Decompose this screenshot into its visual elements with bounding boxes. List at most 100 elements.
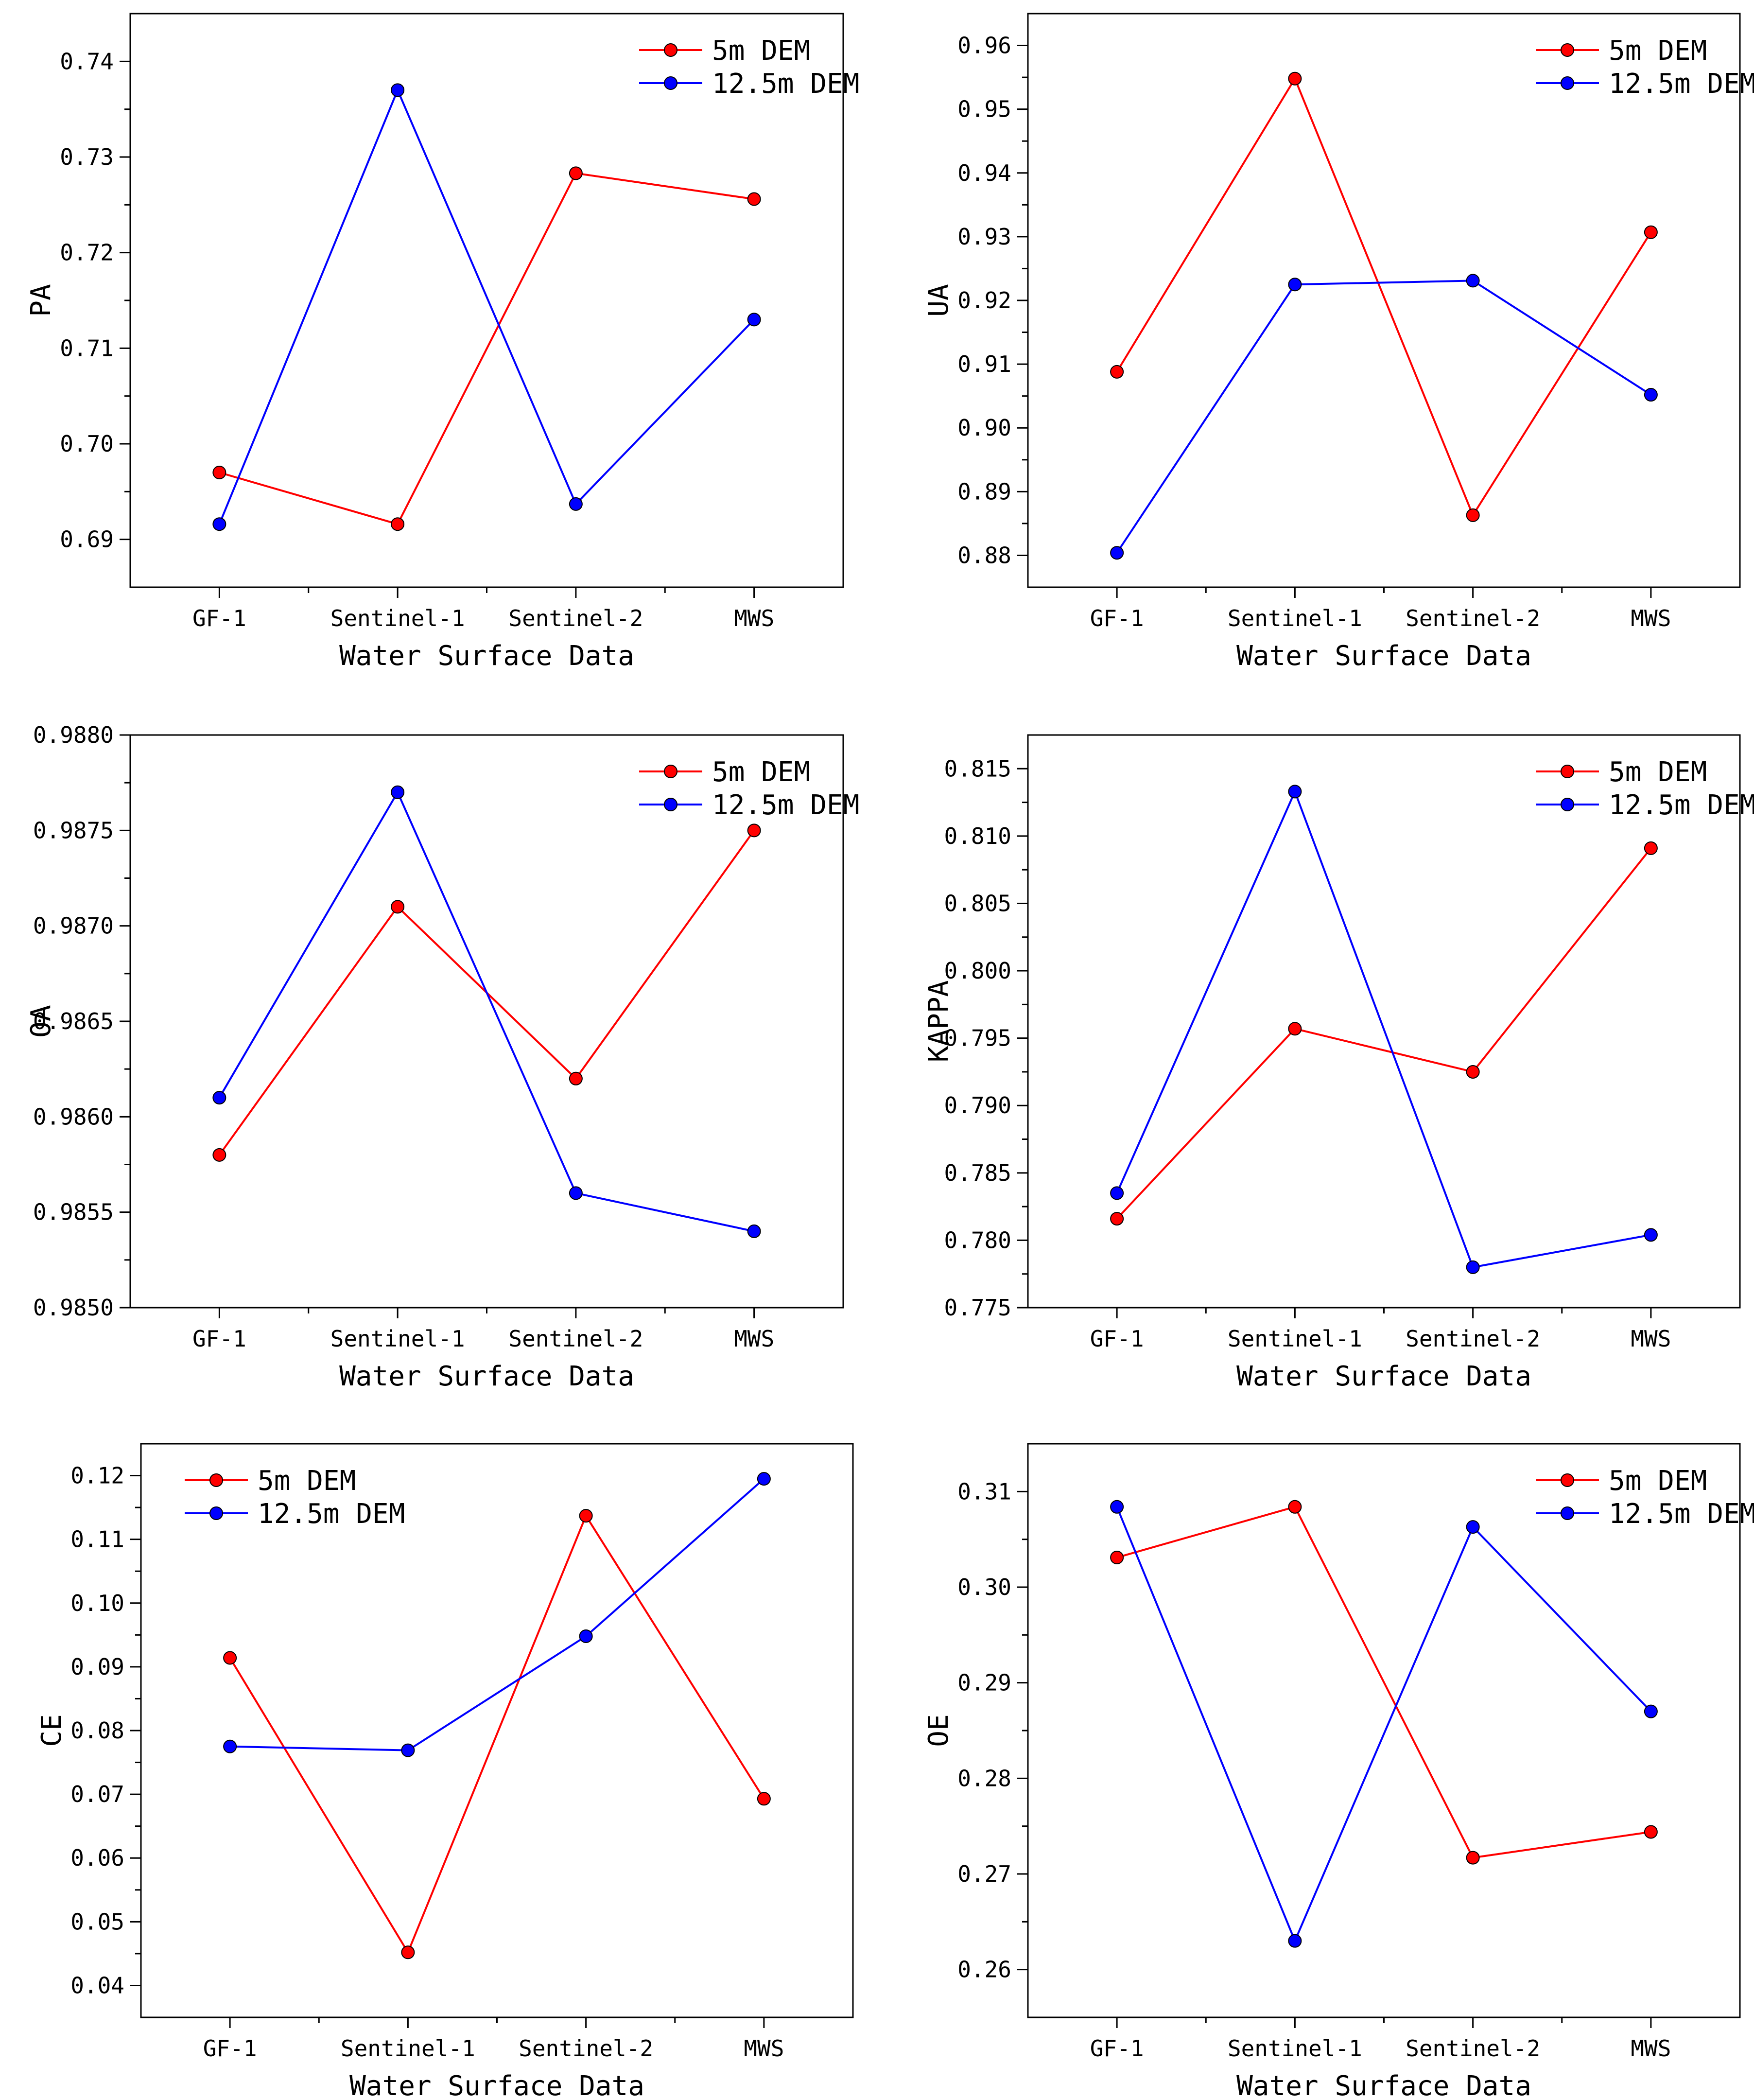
x-axis-title: Water Surface Data	[1236, 640, 1531, 672]
x-tick-label: GF-1	[192, 605, 246, 631]
x-tick-label: Sentinel-2	[1406, 605, 1540, 631]
legend-label: 5m DEM	[1609, 1465, 1707, 1497]
data-point	[1110, 1186, 1124, 1200]
x-tick-label: Sentinel-2	[1406, 2035, 1540, 2062]
x-tick-label: GF-1	[203, 2035, 257, 2062]
x-tick-label: MWS	[734, 605, 774, 631]
legend-marker	[664, 76, 677, 90]
series-line-dem12	[230, 1478, 765, 1751]
data-point	[1288, 785, 1302, 799]
y-axis-title: CE	[36, 1714, 68, 1747]
data-point	[391, 900, 405, 914]
data-point	[579, 1509, 593, 1523]
chart-panel-ua: GF-1 Sentinel-1 Sentinel-2 MWS 0.88 0.89 0.90 0…	[923, 13, 1754, 672]
x-axis-title: Water Surface Data	[349, 2070, 644, 2100]
data-point	[569, 497, 583, 511]
legend-label: 12.5m DEM	[258, 1498, 405, 1530]
series-line-dem12	[218, 790, 755, 1232]
legend-marker	[664, 765, 677, 778]
x-tick-label: MWS	[1631, 1326, 1671, 1352]
data-point	[1644, 1704, 1658, 1718]
legend-marker	[209, 1506, 223, 1520]
x-tick-label: Sentinel-1	[1228, 1326, 1362, 1352]
y-tick-label: 0.815	[944, 755, 1011, 782]
x-tick-label: Sentinel-1	[1228, 2035, 1362, 2062]
y-tick-label: 0.93	[957, 224, 1011, 250]
data-point	[1644, 225, 1658, 239]
y-tick-label: 0.95	[957, 96, 1011, 122]
data-point	[747, 1224, 761, 1238]
data-point	[747, 192, 761, 206]
data-point	[1110, 1500, 1124, 1514]
legend-marker	[1561, 765, 1574, 778]
legend-marker	[664, 43, 677, 57]
legend-marker	[1561, 1473, 1574, 1487]
y-tick-label: 0.775	[944, 1295, 1011, 1321]
x-tick-label: Sentinel-2	[508, 605, 643, 631]
legend-label: 12.5m DEM	[1609, 68, 1754, 100]
x-tick-label: GF-1	[1090, 2035, 1144, 2062]
legend-label: 12.5m DEM	[712, 789, 859, 821]
y-tick-label: 0.26	[957, 1957, 1011, 1983]
legend-label: 5m DEM	[712, 35, 810, 67]
x-axis-title: Water Surface Data	[1236, 1361, 1531, 1392]
y-tick-label: 0.96	[957, 33, 1011, 59]
x-tick-label: Sentinel-1	[330, 1326, 465, 1352]
legend-marker	[664, 798, 677, 811]
y-tick-label: 0.810	[944, 823, 1011, 849]
series-line-dem12	[1116, 789, 1651, 1269]
plot-frame	[1027, 1443, 1741, 2018]
legend-label: 5m DEM	[712, 756, 810, 788]
data-point	[223, 1739, 237, 1753]
x-tick-label: Sentinel-2	[508, 1326, 643, 1352]
data-point	[391, 517, 405, 531]
legend-label: 12.5m DEM	[1609, 1498, 1754, 1530]
data-point	[579, 1629, 593, 1643]
plot-frame	[129, 13, 844, 588]
y-tick-label: 0.72	[60, 240, 114, 266]
legend-marker	[1561, 43, 1574, 57]
y-tick-label: 0.790	[944, 1092, 1011, 1119]
y-tick-label: 0.780	[944, 1227, 1011, 1253]
series-line-dem5	[1116, 76, 1652, 518]
x-tick-label: Sentinel-2	[519, 2035, 653, 2062]
y-tick-label: 0.94	[957, 160, 1011, 186]
y-tick-label: 0.73	[60, 144, 114, 170]
legend-marker	[1561, 76, 1574, 90]
x-tick-label: GF-1	[1090, 1326, 1144, 1352]
y-tick-label: 0.74	[60, 48, 114, 74]
legend-marker	[1561, 1506, 1574, 1520]
data-point	[747, 313, 761, 327]
legend-label: 5m DEM	[1609, 756, 1707, 788]
plot-frame	[1027, 13, 1741, 588]
data-point	[1466, 274, 1480, 288]
y-tick-label: 0.92	[957, 287, 1011, 314]
y-tick-label: 0.69	[60, 526, 114, 553]
series-line-dem5	[229, 1513, 765, 1955]
data-point	[1466, 1520, 1480, 1534]
chart-panel-oe: GF-1 Sentinel-1 Sentinel-2 MWS 0.26 0.27 0.28 0…	[923, 1443, 1754, 2100]
series-line-dem5	[219, 172, 754, 525]
x-tick-label: Sentinel-1	[330, 605, 465, 631]
y-tick-label: 0.795	[944, 1025, 1011, 1051]
y-axis-title: KAPPA	[923, 980, 955, 1063]
y-axis-title: OA	[25, 1005, 57, 1037]
x-axis-title: Water Surface Data	[1236, 2070, 1531, 2100]
y-tick-label: 0.27	[957, 1861, 1011, 1887]
y-tick-label: 0.29	[957, 1670, 1011, 1696]
y-tick-label: 0.28	[957, 1765, 1011, 1791]
data-point	[569, 1071, 583, 1085]
y-tick-label: 0.9855	[33, 1199, 114, 1225]
data-point	[1110, 365, 1124, 379]
data-point	[1288, 1500, 1302, 1514]
x-tick-label: GF-1	[192, 1326, 246, 1352]
y-tick-label: 0.06	[70, 1845, 124, 1871]
y-axis-title: PA	[25, 284, 57, 316]
plot-frame	[140, 1443, 854, 2018]
legend-label: 12.5m DEM	[1609, 789, 1754, 821]
series-line-dem12	[1116, 1506, 1652, 1943]
data-point	[1466, 1065, 1480, 1079]
legend-label: 5m DEM	[1609, 35, 1707, 67]
data-point	[212, 1091, 226, 1105]
